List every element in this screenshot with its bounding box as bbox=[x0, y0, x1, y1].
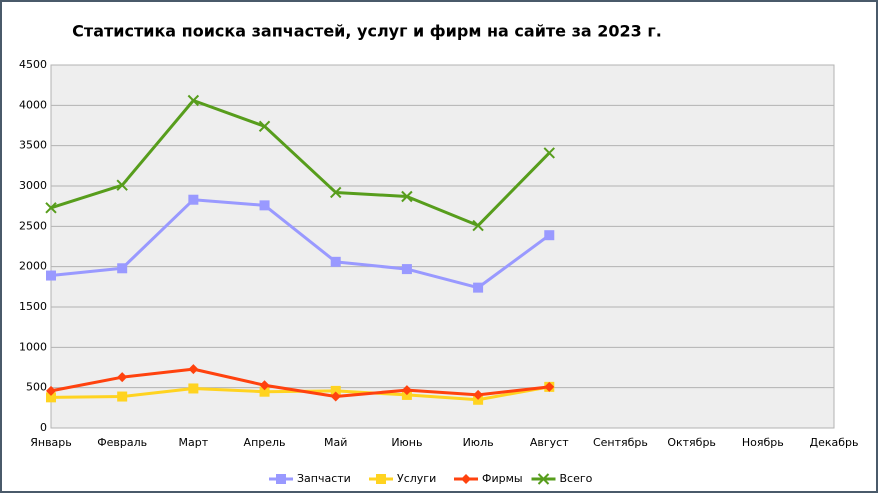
marker bbox=[461, 474, 471, 484]
marker bbox=[259, 200, 270, 211]
marker bbox=[473, 389, 484, 400]
series-line bbox=[50, 198, 551, 290]
y-tick-label: 2000 bbox=[19, 260, 47, 273]
marker bbox=[473, 282, 484, 293]
marker bbox=[537, 473, 550, 485]
marker bbox=[188, 364, 199, 375]
x-tick-label: Октябрь bbox=[667, 436, 716, 449]
marker bbox=[117, 372, 128, 383]
marker bbox=[116, 179, 128, 191]
marker bbox=[330, 385, 341, 396]
marker bbox=[401, 385, 412, 396]
marker bbox=[259, 380, 270, 391]
x-tick-label: Декабрь bbox=[810, 436, 859, 449]
y-tick-label: 3500 bbox=[19, 139, 47, 152]
marker bbox=[46, 270, 56, 281]
marker bbox=[188, 194, 199, 205]
legend-label: Фирмы bbox=[482, 472, 523, 485]
x-tick-label: Июль bbox=[463, 436, 494, 449]
y-tick-label: 3000 bbox=[19, 179, 47, 192]
marker bbox=[544, 230, 555, 241]
marker bbox=[188, 383, 199, 394]
marker bbox=[117, 391, 128, 402]
marker bbox=[330, 186, 342, 199]
marker bbox=[259, 386, 270, 397]
marker bbox=[46, 392, 56, 403]
legend-label: Всего bbox=[560, 472, 593, 485]
marker bbox=[258, 120, 271, 133]
x-tick-label: Февраль bbox=[97, 436, 147, 449]
marker bbox=[45, 202, 57, 214]
legend-label: Запчасти bbox=[297, 472, 351, 485]
y-tick-label: 2500 bbox=[19, 219, 47, 232]
marker bbox=[401, 190, 413, 203]
legend-label: Услуги bbox=[397, 472, 436, 485]
marker bbox=[187, 94, 200, 107]
marker bbox=[330, 391, 341, 402]
series-line bbox=[50, 367, 550, 399]
marker bbox=[46, 385, 56, 396]
marker bbox=[276, 474, 286, 484]
plot-area bbox=[50, 64, 835, 429]
marker bbox=[472, 219, 484, 232]
marker bbox=[543, 147, 555, 159]
chart-title: Статистика поиска запчастей, услуг и фир… bbox=[72, 22, 662, 41]
marker bbox=[376, 474, 386, 484]
x-tick-label: Январь bbox=[30, 436, 72, 449]
marker bbox=[117, 263, 128, 274]
marker bbox=[544, 381, 555, 392]
y-tick-label: 4000 bbox=[19, 98, 47, 111]
marker bbox=[401, 264, 412, 275]
y-tick-label: 1000 bbox=[19, 340, 47, 353]
x-tick-label: Март bbox=[179, 436, 209, 449]
x-tick-label: Май bbox=[324, 436, 347, 449]
x-tick-label: Август bbox=[530, 436, 569, 449]
x-tick-label: Сентябрь bbox=[593, 436, 648, 449]
series-line bbox=[50, 98, 551, 228]
y-tick-label: 500 bbox=[26, 381, 47, 394]
y-tick-label: 0 bbox=[40, 421, 47, 434]
y-tick-label: 1500 bbox=[19, 300, 47, 313]
marker bbox=[330, 256, 341, 267]
x-tick-label: Июнь bbox=[391, 436, 422, 449]
x-tick-label: Ноябрь bbox=[742, 436, 784, 449]
y-tick-label: 4500 bbox=[19, 58, 47, 71]
x-tick-label: Апрель bbox=[244, 436, 286, 449]
